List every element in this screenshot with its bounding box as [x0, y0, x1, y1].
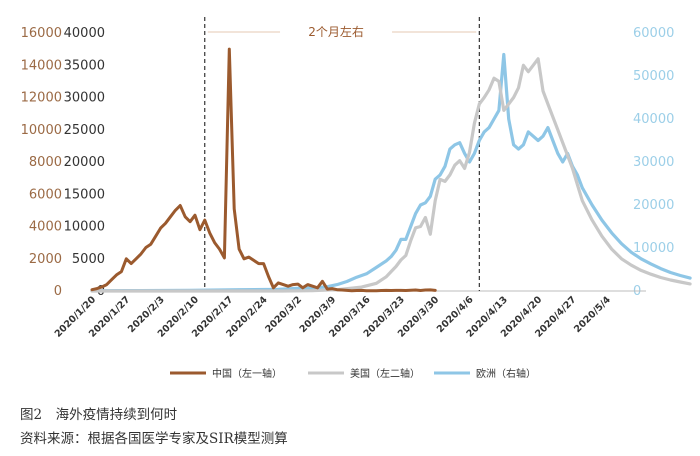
left2-tick-label: 30000 [64, 91, 105, 106]
date-markers: 2个月左右 [204, 17, 480, 291]
legend: 中国（左一轴） 美国（左二轴） 欧洲（右轴） [170, 367, 536, 380]
right-tick-label: 50000 [633, 69, 674, 84]
series-line-2 [90, 52, 692, 293]
right-tick-label: 30000 [633, 155, 674, 170]
left2-tick-label: 40000 [64, 26, 105, 41]
right-tick-label: 10000 [633, 241, 674, 256]
left1-tick-label: 6000 [29, 187, 62, 202]
left1-tick-label: 4000 [29, 220, 62, 235]
left2-tick-label: 25000 [64, 123, 105, 138]
left-axis-china: 0 2000 4000 6000 8000 10000 12000 14000 16000 [21, 26, 62, 299]
figure-source: 资料来源：根据各国医学专家及SIR模型测算 [20, 431, 288, 447]
series-lines [90, 47, 692, 293]
legend-label-2: 欧洲（右轴） [476, 367, 536, 380]
left1-tick-label: 14000 [21, 58, 62, 73]
left1-tick-label: 10000 [21, 123, 62, 138]
left1-tick-label: 0 [54, 284, 62, 299]
legend-label-0: 中国（左一轴） [212, 367, 282, 380]
left2-tick-label: 10000 [64, 220, 105, 235]
series-line-0 [90, 47, 437, 293]
left2-tick-label: 15000 [64, 187, 105, 202]
right-tick-label: 20000 [633, 198, 674, 213]
figure-title: 图2 海外疫情持续到何时 [20, 407, 178, 423]
x-tick-label: 2020/5/4 [572, 294, 613, 335]
right-tick-label: 40000 [633, 112, 674, 127]
x-axis-ticks: 2020/1/202020/1/272020/2/32020/2/102020/… [53, 294, 613, 340]
left2-tick-label: 20000 [64, 155, 105, 170]
left1-tick-label: 12000 [21, 91, 62, 106]
left2-tick-label: 5000 [72, 252, 105, 267]
series-line-1 [90, 57, 692, 293]
legend-label-1: 美国（左二轴） [350, 367, 420, 380]
right-tick-label: 60000 [633, 26, 674, 41]
left2-tick-label: 35000 [64, 58, 105, 73]
left1-tick-label: 2000 [29, 252, 62, 267]
annotation-label: 2个月左右 [308, 24, 364, 39]
left1-tick-label: 16000 [21, 26, 62, 41]
left1-tick-label: 8000 [29, 155, 62, 170]
